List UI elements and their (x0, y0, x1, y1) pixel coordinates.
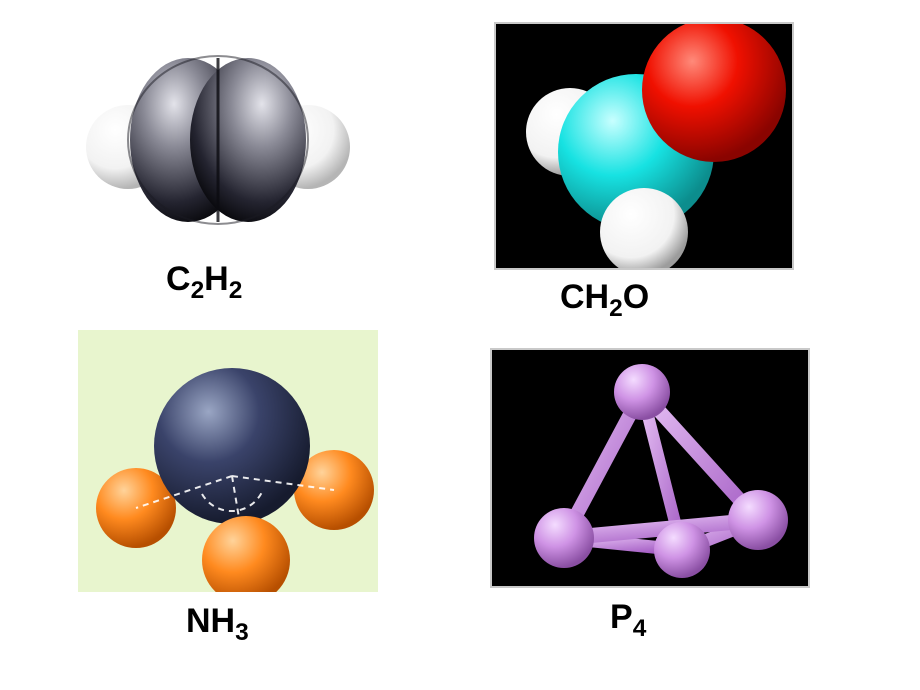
atom-p-top (614, 364, 670, 420)
c2h2-molecule (68, 22, 368, 252)
label-p4: P4 (610, 598, 646, 637)
atom-n (154, 368, 310, 524)
carbon-lobes (128, 56, 308, 224)
label-ch2o: CH2O (560, 278, 649, 317)
atom-p-back (654, 522, 710, 578)
atom-p-left (534, 508, 594, 568)
label-c2h2: C2H2 (166, 260, 242, 299)
atom-h-front (202, 516, 290, 592)
molecule-grid: C2H2 (0, 0, 920, 690)
panel-c2h2 (68, 22, 368, 252)
atom-o (642, 24, 786, 162)
panel-nh3 (78, 330, 378, 592)
p4-molecule (492, 350, 808, 586)
label-nh3: NH3 (186, 602, 249, 641)
ch2o-molecule (496, 24, 792, 268)
panel-p4 (490, 348, 810, 588)
nh3-molecule (78, 330, 378, 592)
panel-ch2o (494, 22, 794, 270)
atom-p-right (728, 490, 788, 550)
